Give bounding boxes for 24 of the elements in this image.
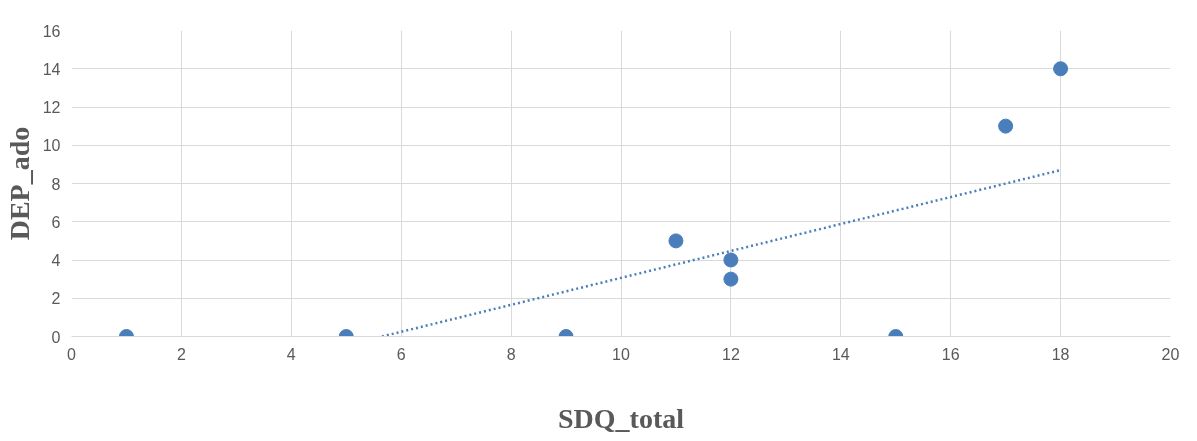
x-tick-label: 6 bbox=[396, 345, 406, 363]
x-tick-label: 16 bbox=[941, 345, 960, 363]
x-tick-label: 4 bbox=[286, 345, 296, 363]
x-axis-title: SDQ_total bbox=[558, 402, 685, 434]
x-tick-label: 14 bbox=[831, 345, 850, 363]
y-tick-label: 2 bbox=[51, 290, 61, 308]
y-tick-label: 16 bbox=[42, 22, 61, 40]
x-tick-label: 8 bbox=[506, 345, 516, 363]
y-axis-title: DEP_ado bbox=[3, 126, 35, 241]
x-tick-label: 20 bbox=[1161, 345, 1180, 363]
y-tick-label: 0 bbox=[51, 328, 61, 346]
y-tick-label: 6 bbox=[51, 213, 61, 231]
x-tick-label: 18 bbox=[1051, 345, 1070, 363]
x-tick-label: 0 bbox=[67, 345, 77, 363]
point bbox=[1053, 61, 1069, 77]
y-tick-label: 10 bbox=[42, 137, 61, 155]
y-tick-label: 12 bbox=[42, 99, 61, 116]
y-tick-label: 14 bbox=[42, 60, 61, 78]
x-tick-label: 10 bbox=[612, 345, 630, 363]
point bbox=[998, 118, 1014, 134]
x-tick-label: 12 bbox=[722, 345, 740, 363]
y-tick-label: 8 bbox=[51, 175, 61, 193]
y-tick-label: 4 bbox=[51, 252, 61, 269]
x-tick-label: 2 bbox=[176, 345, 186, 363]
